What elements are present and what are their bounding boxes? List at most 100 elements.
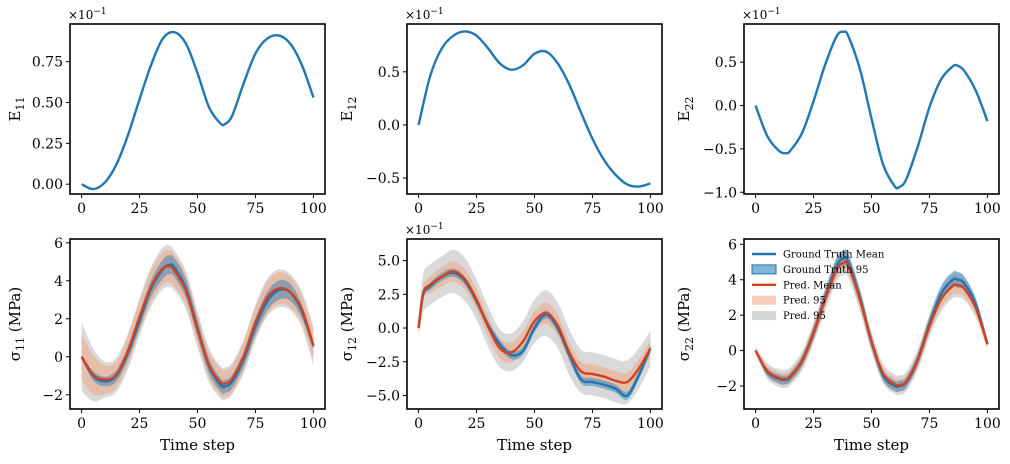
- pred-mean-line: [417, 270, 652, 384]
- y-tick-label: 6: [54, 236, 63, 252]
- legend-swatch-patch: [751, 264, 777, 275]
- y-label-unit: (MPa): [675, 287, 693, 337]
- y-axis-label: σ22 (MPa): [675, 287, 696, 361]
- y-axis-label: E12: [338, 97, 359, 122]
- x-tick-label: 75: [584, 201, 602, 217]
- y-label-subscript: 11: [14, 337, 27, 351]
- legend-entry-label: Pred. Mean: [783, 280, 842, 291]
- y-tick-label: 2: [728, 308, 737, 324]
- y-tick-label: 2: [54, 312, 63, 328]
- x-tick-label: 25: [468, 416, 486, 432]
- x-tick-label: 100: [637, 416, 664, 432]
- exponent-power: −1: [767, 7, 780, 17]
- y-tick-label: 0.25: [32, 136, 63, 152]
- pred-95-band: [81, 249, 314, 398]
- pred-mean-line: [80, 264, 315, 386]
- x-tick-label: 25: [805, 416, 823, 432]
- y-tick-label: 0.50: [32, 95, 63, 111]
- y-tick-label: −2.5: [366, 355, 400, 371]
- y-label-subscript: 12: [346, 97, 359, 111]
- x-axis-label: Time step: [834, 436, 909, 454]
- series-line-E12: [417, 30, 651, 188]
- y-tick-label: 0: [54, 350, 63, 366]
- y-tick-label: 0.5: [378, 65, 400, 81]
- panel-E11: 0 25 50 75 100 0.00 0.25 0.50 0.75 ×10−1 E11: [6, 7, 327, 217]
- legend-entry-label: Pred. 95: [783, 296, 826, 307]
- x-tick-label: 0: [414, 201, 423, 217]
- y-label-symbol: σ: [675, 351, 693, 361]
- y-axis-label: σ11 (MPa): [6, 287, 27, 361]
- panel-E22: 0 25 50 75 100 −1.0 −0.5 0.0 0.5 ×10−1 E22: [675, 7, 1001, 217]
- panel-S22: 0 25 50 75 100 −2 0 2 4 6 σ22 (MPa) Time step Ground…: [675, 237, 1001, 454]
- plot-area: [80, 245, 315, 402]
- x-tick-label: 50: [189, 416, 207, 432]
- y-tick-label: 5.0: [378, 254, 400, 270]
- pred-mean-line: [754, 260, 989, 387]
- y-label-subscript: 11: [14, 97, 27, 111]
- legend-entry-label: Ground Truth 95: [783, 265, 869, 276]
- axis-exponent-label: ×10−1: [405, 7, 444, 22]
- y-label-symbol: E: [675, 111, 693, 122]
- y-tick-label: 6: [728, 237, 737, 253]
- plot-area: [81, 30, 315, 191]
- x-tick-label: 100: [974, 201, 1001, 217]
- axes-frame: [69, 23, 326, 195]
- y-label-symbol: E: [338, 111, 356, 122]
- y-tick-label: −5.0: [366, 389, 400, 405]
- y-tick-label: 0.0: [378, 321, 400, 337]
- y-tick-label: 0.0: [715, 99, 737, 115]
- x-tick-label: 75: [921, 416, 939, 432]
- y-tick-label: −1.0: [703, 185, 737, 201]
- axis-exponent-label: ×10−1: [68, 7, 107, 22]
- plot-area: [754, 249, 989, 396]
- y-axis-label: E22: [675, 97, 696, 122]
- y-label-unit: (MPa): [6, 287, 24, 337]
- legend-entry-label: Ground Truth Mean: [783, 250, 885, 261]
- series-line-E11: [81, 30, 315, 191]
- y-label-subscript: 22: [683, 337, 696, 351]
- y-tick-label: 0.00: [32, 177, 63, 193]
- x-tick-label: 0: [77, 416, 86, 432]
- plot-area: [417, 249, 652, 405]
- x-tick-label: 25: [468, 201, 486, 217]
- exponent-base: ×10: [68, 8, 93, 22]
- x-tick-label: 0: [77, 201, 86, 217]
- axes-frame: [743, 23, 1000, 195]
- y-label-unit: (MPa): [338, 287, 356, 337]
- exponent-power: −1: [93, 7, 106, 17]
- y-tick-label: 0: [728, 344, 737, 360]
- x-tick-label: 0: [751, 201, 760, 217]
- panel-E12: 0 25 50 75 100 −0.5 0.0 0.5 ×10−1 E12: [338, 7, 664, 217]
- x-tick-label: 75: [584, 416, 602, 432]
- legend: Ground Truth Mean Ground Truth 95 Pred. Me…: [751, 250, 885, 322]
- plot-area: [754, 30, 989, 190]
- panel-S12: 0 25 50 75 100 −5.0 −2.5 0.0 2.5 5.0 ×10−1 σ12 (MPa…: [338, 222, 664, 454]
- x-tick-label: 75: [921, 201, 939, 217]
- exponent-base: ×10: [742, 8, 767, 22]
- exponent-power: −1: [430, 222, 443, 232]
- y-label-symbol: E: [6, 111, 24, 122]
- x-tick-label: 100: [300, 416, 327, 432]
- x-axis-label: Time step: [160, 436, 235, 454]
- y-axis-label: σ12 (MPa): [338, 287, 359, 361]
- y-tick-label: 2.5: [378, 287, 400, 303]
- x-tick-label: 25: [805, 201, 823, 217]
- x-tick-label: 25: [131, 416, 149, 432]
- x-tick-label: 0: [751, 416, 760, 432]
- x-tick-label: 25: [131, 201, 149, 217]
- panel-S11: 0 25 50 75 100 −2 0 2 4 6 σ11 (MPa) Time step: [6, 236, 327, 454]
- x-tick-label: 50: [189, 201, 207, 217]
- x-tick-label: 75: [247, 201, 265, 217]
- y-label-symbol: σ: [338, 351, 356, 361]
- x-tick-label: 75: [247, 416, 265, 432]
- legend-entry-label: Pred. 95: [783, 311, 826, 322]
- x-tick-label: 100: [974, 416, 1001, 432]
- axes-frame: [406, 23, 663, 195]
- y-label-subscript: 22: [683, 97, 696, 111]
- legend-swatch-patch: [752, 311, 776, 321]
- y-tick-label: 0.75: [32, 55, 63, 71]
- x-tick-label: 50: [526, 201, 544, 217]
- y-tick-label: 4: [54, 274, 63, 290]
- y-label-symbol: σ: [6, 351, 24, 361]
- legend-swatch-patch: [752, 295, 776, 305]
